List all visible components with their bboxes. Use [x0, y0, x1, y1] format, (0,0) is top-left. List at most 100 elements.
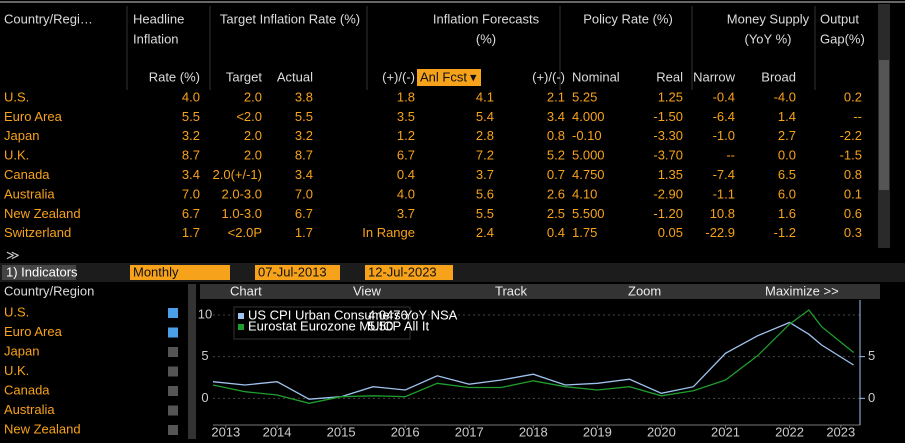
panel-item[interactable]: New Zealand	[4, 421, 81, 436]
legend-box	[233, 306, 411, 340]
cell: 8.7	[182, 148, 200, 163]
cell: -1.5	[840, 148, 862, 163]
cell: 2.0	[244, 128, 262, 143]
cell: 5.500	[572, 206, 605, 221]
panel-item[interactable]: U.K.	[4, 363, 29, 378]
country-name[interactable]: Switzerland	[4, 225, 71, 240]
indicators-button[interactable]	[2, 265, 76, 280]
cell: 3.7	[397, 206, 415, 221]
legend-swatch	[238, 313, 244, 319]
checkbox[interactable]	[168, 308, 178, 318]
cell: 5.6	[476, 186, 494, 201]
checkbox[interactable]	[168, 425, 178, 435]
cell: 2.7	[778, 128, 796, 143]
column-header: Output	[820, 11, 859, 26]
chart-menu[interactable]: Track	[495, 283, 528, 298]
country-name[interactable]: U.S.	[4, 89, 29, 104]
panel-item[interactable]: Euro Area	[4, 324, 63, 339]
checkbox[interactable]	[168, 347, 178, 357]
series-line	[212, 309, 855, 404]
x-tick-label: 2023	[826, 424, 855, 439]
cell: 0.05	[658, 225, 683, 240]
country-name[interactable]: U.K.	[4, 148, 29, 163]
cell: 3.2	[182, 128, 200, 143]
expand-icon[interactable]: ≫	[6, 247, 20, 262]
cell: In Range	[362, 225, 415, 240]
x-tick-label: 2013	[211, 424, 240, 439]
checkbox[interactable]	[168, 327, 178, 338]
column-header: Target Inflation Rate (%)	[220, 11, 360, 26]
chart-menu[interactable]: Chart	[230, 283, 262, 298]
panel-scrollbar[interactable]	[188, 284, 196, 439]
cell: -1.50	[653, 109, 683, 124]
start-date[interactable]: 07-Jul-2013	[258, 264, 327, 279]
cell: 4.000	[572, 109, 605, 124]
dropdown-label[interactable]: Anl Fcst	[420, 69, 467, 84]
cell: 7.0	[182, 186, 200, 201]
scroll-thumb[interactable]	[879, 60, 889, 190]
chart-toolbar	[200, 284, 880, 299]
frequency-box[interactable]	[130, 265, 230, 280]
date-box[interactable]	[255, 265, 340, 280]
country-name[interactable]: Japan	[4, 128, 39, 143]
country-name[interactable]: New Zealand	[4, 206, 81, 221]
date-box[interactable]	[365, 265, 453, 280]
cell: -3.70	[653, 148, 683, 163]
column-header: Money Supply	[727, 11, 810, 26]
cell: 0.1	[844, 186, 862, 201]
x-tick-label: 2022	[775, 424, 804, 439]
cell: 5.25	[572, 89, 597, 104]
column-header: (%)	[476, 31, 496, 46]
y2-tick-label: 0	[868, 390, 875, 405]
cell: --	[726, 148, 735, 163]
cell: 1.8	[397, 89, 415, 104]
column-header: (YoY %)	[745, 31, 792, 46]
cell: 2.0	[244, 148, 262, 163]
cell: 4.1	[476, 89, 494, 104]
cell: -1.2	[774, 225, 796, 240]
cell: 5.4	[476, 109, 494, 124]
cell: 1.2	[397, 128, 415, 143]
cell: 0.8	[844, 167, 862, 182]
chart-menu[interactable]: Zoom	[628, 283, 661, 298]
checkbox[interactable]	[168, 366, 178, 377]
panel-item[interactable]: Australia	[4, 402, 55, 417]
panel-item[interactable]: U.S.	[4, 304, 29, 319]
cell: 5.5	[476, 206, 494, 221]
checkbox[interactable]	[168, 386, 178, 396]
x-tick-label: 2014	[263, 424, 292, 439]
cell: 1.6	[778, 206, 796, 221]
column-header: Policy Rate (%)	[583, 11, 673, 26]
chart-menu[interactable]: Maximize >>	[765, 283, 839, 298]
column-header: Inflation	[133, 31, 179, 46]
country-name[interactable]: Euro Area	[4, 109, 63, 124]
cell: -2.90	[653, 186, 683, 201]
indicators-label[interactable]: 1) Indicators	[6, 264, 78, 279]
dropdown[interactable]	[417, 69, 481, 86]
y2-tick-label: 5	[868, 348, 875, 363]
country-name[interactable]: Australia	[4, 186, 55, 201]
cell: 0.4	[547, 225, 565, 240]
cell: 0.8	[547, 128, 565, 143]
panel-item[interactable]: Japan	[4, 343, 39, 358]
cell: 3.4	[182, 167, 200, 182]
cell: 0.7	[547, 167, 565, 182]
checkbox[interactable]	[168, 405, 178, 416]
series-line	[212, 321, 854, 400]
cell: 8.7	[295, 148, 313, 163]
frequency[interactable]: Monthly	[133, 264, 179, 279]
chart-menu[interactable]: View	[353, 283, 382, 298]
panel-item[interactable]: Canada	[4, 382, 50, 397]
cell: -1.0	[713, 128, 735, 143]
cell: 5.2	[547, 148, 565, 163]
cell: 1.25	[658, 89, 683, 104]
end-date[interactable]: 12-Jul-2023	[368, 264, 437, 279]
cell: 3.5	[397, 109, 415, 124]
x-tick-label: 2015	[327, 424, 356, 439]
y-tick-label: 0	[201, 390, 208, 405]
panel-header: Country/Region	[4, 283, 94, 298]
cell: 0.0	[778, 148, 796, 163]
subheader: Target	[226, 69, 263, 84]
country-name[interactable]: Canada	[4, 167, 50, 182]
